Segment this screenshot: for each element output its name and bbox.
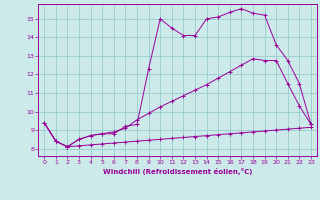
X-axis label: Windchill (Refroidissement éolien,°C): Windchill (Refroidissement éolien,°C) bbox=[103, 168, 252, 175]
